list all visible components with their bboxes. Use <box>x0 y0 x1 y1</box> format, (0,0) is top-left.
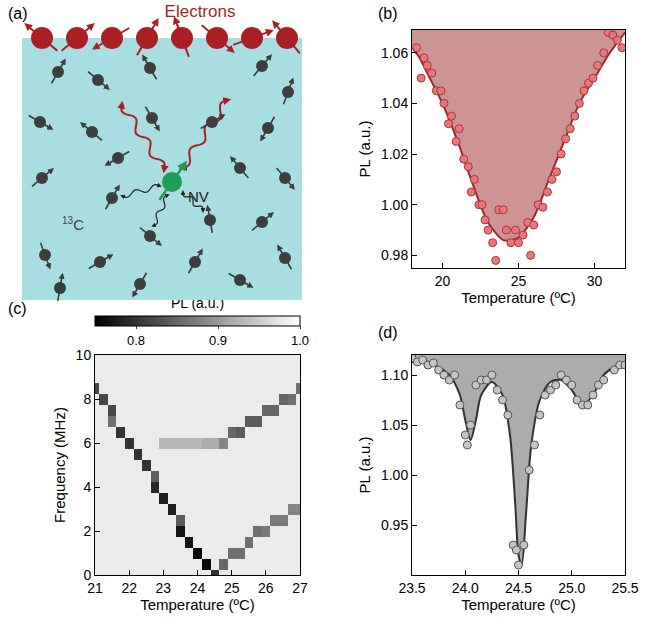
svg-text:6: 6 <box>83 435 91 451</box>
svg-text:2: 2 <box>83 523 91 539</box>
svg-text:25.5: 25.5 <box>611 580 638 596</box>
svg-text:PL (a.u.): PL (a.u.) <box>356 121 373 178</box>
svg-text:25: 25 <box>511 273 527 289</box>
svg-text:Temperature (ºC): Temperature (ºC) <box>461 596 576 613</box>
svg-text:0.95: 0.95 <box>381 517 408 533</box>
svg-text:Frequency (MHz): Frequency (MHz) <box>51 407 68 523</box>
svg-text:1.00: 1.00 <box>381 197 408 213</box>
svg-text:(b): (b) <box>378 5 398 22</box>
svg-text:NV: NV <box>188 188 209 205</box>
svg-text:26: 26 <box>258 580 274 596</box>
svg-text:1.06: 1.06 <box>381 45 408 61</box>
svg-text:(c): (c) <box>8 300 27 317</box>
svg-text:0.98: 0.98 <box>381 247 408 263</box>
svg-text:1.04: 1.04 <box>381 95 408 111</box>
svg-text:25.0: 25.0 <box>558 580 585 596</box>
svg-text:27: 27 <box>292 580 308 596</box>
svg-text:0.8: 0.8 <box>127 333 145 348</box>
svg-text:24: 24 <box>190 580 206 596</box>
svg-text:10: 10 <box>76 347 92 363</box>
svg-text:PL (a.u.): PL (a.u.) <box>170 294 225 311</box>
svg-text:1.02: 1.02 <box>381 146 408 162</box>
svg-text:1.00: 1.00 <box>381 467 408 483</box>
svg-text:0.9: 0.9 <box>209 333 227 348</box>
svg-text:25: 25 <box>224 580 240 596</box>
svg-text:Temperature (ºC): Temperature (ºC) <box>140 596 255 613</box>
svg-text:(d): (d) <box>378 324 398 341</box>
svg-text:24.5: 24.5 <box>505 580 532 596</box>
svg-text:Electrons: Electrons <box>165 2 236 21</box>
svg-text:24.0: 24.0 <box>452 580 479 596</box>
svg-text:13C: 13C <box>62 215 84 233</box>
svg-text:PL (a.u.): PL (a.u.) <box>356 437 373 494</box>
svg-text:4: 4 <box>83 479 91 495</box>
svg-text:1.0: 1.0 <box>291 333 309 348</box>
svg-text:22: 22 <box>121 580 137 596</box>
svg-text:20: 20 <box>435 273 451 289</box>
svg-text:1.05: 1.05 <box>381 417 408 433</box>
svg-text:30: 30 <box>587 273 603 289</box>
svg-text:1.10: 1.10 <box>381 367 408 383</box>
svg-text:23.5: 23.5 <box>398 580 425 596</box>
svg-text:Temperature (ºC): Temperature (ºC) <box>461 289 576 306</box>
svg-text:23: 23 <box>156 580 172 596</box>
svg-text:0: 0 <box>83 567 91 583</box>
svg-text:(a): (a) <box>8 5 28 22</box>
svg-text:21: 21 <box>87 580 103 596</box>
svg-text:8: 8 <box>83 391 91 407</box>
